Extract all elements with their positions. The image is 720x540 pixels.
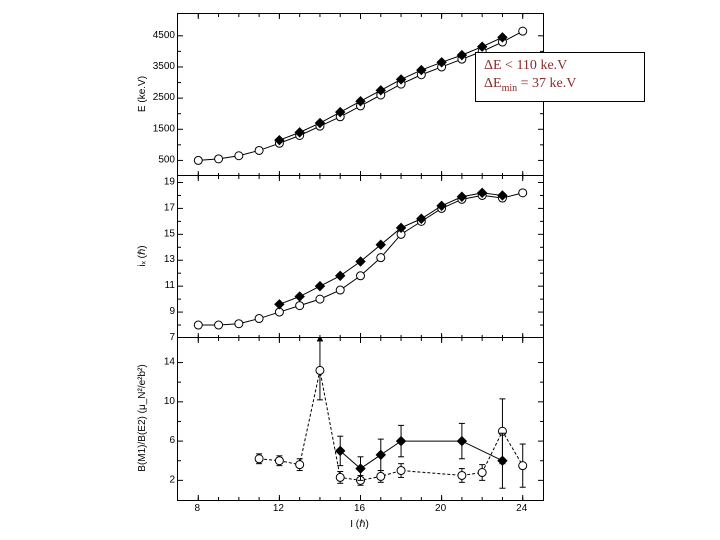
svg-text:13: 13 (164, 254, 176, 265)
svg-text:2: 2 (169, 474, 175, 485)
annotation-line1: ΔE < 110 ke.V (484, 57, 636, 75)
svg-text:15: 15 (164, 228, 176, 239)
axis-labels: 500 1500 2500 3500 4500 7 9 11 13 15 17 19 2 6 10 14 E (… (135, 0, 177, 540)
svg-text:I (ℏ): I (ℏ) (350, 519, 369, 530)
svg-text:2500: 2500 (153, 92, 176, 103)
panel-bm1be2 (177, 337, 544, 501)
annotation-box: ΔE < 110 ke.V ΔEmin = 37 ke.V (475, 52, 645, 102)
svg-text:8: 8 (194, 503, 200, 514)
svg-text:10: 10 (164, 396, 176, 407)
svg-text:9: 9 (169, 306, 175, 317)
svg-text:7: 7 (169, 332, 175, 343)
svg-text:6: 6 (169, 435, 175, 446)
delta-e-unit: ke.V (537, 58, 567, 73)
svg-text:3500: 3500 (153, 61, 176, 72)
panel-ix (177, 175, 544, 339)
svg-text:17: 17 (164, 202, 176, 213)
svg-text:19: 19 (164, 176, 176, 187)
svg-text:20: 20 (435, 503, 447, 514)
svg-text:iₓ (ℏ): iₓ (ℏ) (137, 245, 148, 266)
annotation-line2: ΔEmin = 37 ke.V (484, 75, 636, 98)
svg-text:4500: 4500 (153, 30, 176, 41)
delta-emin-mid: = (517, 76, 532, 91)
xaxis-labels: 8 12 16 20 24 I (ℏ) (177, 499, 542, 539)
svg-text:500: 500 (158, 154, 175, 165)
delta-emin-prefix: ΔE (484, 76, 502, 91)
delta-e-value: 110 (516, 58, 536, 73)
svg-text:12: 12 (273, 503, 285, 514)
svg-text:11: 11 (165, 280, 176, 291)
svg-text:1500: 1500 (153, 123, 176, 134)
svg-text:E (ke.V): E (ke.V) (137, 76, 148, 112)
delta-emin-unit: ke.V (546, 76, 576, 91)
svg-text:24: 24 (516, 503, 528, 514)
delta-emin-sub: min (502, 83, 518, 94)
delta-e-prefix: ΔE < (484, 58, 516, 73)
delta-emin-value: 37 (532, 76, 546, 91)
svg-text:B(M1)/B(E2) (μ_N²/e²b²): B(M1)/B(E2) (μ_N²/e²b²) (137, 364, 148, 471)
svg-text:16: 16 (354, 503, 366, 514)
svg-text:14: 14 (164, 357, 176, 368)
